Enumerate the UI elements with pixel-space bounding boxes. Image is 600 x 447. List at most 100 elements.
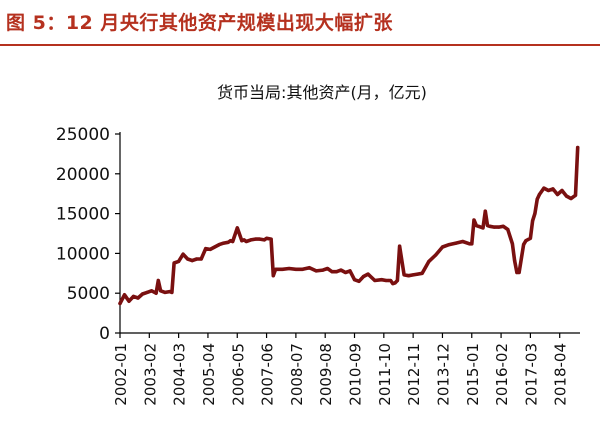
data-point [510,242,514,246]
y-tick-label: 20000 [56,165,110,185]
data-point [411,273,415,277]
data-point [156,278,160,283]
data-point [546,188,551,193]
data-point [395,278,399,283]
data-point [186,257,190,261]
y-tick-label: 5000 [67,284,110,304]
data-point [420,271,424,275]
series-line [118,145,580,306]
data-point [262,238,266,242]
data-point [393,281,397,285]
data-point [154,291,158,295]
data-point [560,188,564,193]
data-point [535,197,539,201]
data-point [140,292,145,296]
data-point [235,226,239,230]
x-tick-label: 2004-03 [171,343,189,406]
data-point [217,243,221,247]
data-point [542,186,546,190]
data-point [573,193,578,197]
y-tick-label: 25000 [56,125,110,145]
data-point [386,278,390,283]
data-point [334,270,339,274]
data-point [522,243,526,247]
data-point [506,227,510,232]
data-point [177,259,181,263]
data-point [531,219,535,223]
data-point [190,259,194,263]
title-rule [0,44,600,46]
data-point [181,252,185,256]
data-point [467,242,472,246]
series-points [118,145,580,306]
data-point [569,196,573,201]
data-point [226,240,230,244]
data-point [195,257,199,261]
data-point [136,296,140,300]
data-point [576,145,580,150]
data-point [564,194,569,198]
data-point [163,290,167,294]
data-point [398,244,402,248]
data-point [204,247,208,251]
data-point [145,290,149,294]
data-point [131,294,136,298]
data-point [242,238,246,242]
data-point [440,245,445,249]
data-point [244,239,248,244]
data-point [325,266,330,271]
data-point [434,253,438,257]
data-point [551,187,555,191]
data-point [294,267,298,271]
y-tick-label: 0 [99,324,110,344]
data-point [528,236,533,240]
data-point [497,225,501,229]
data-point [517,270,521,275]
x-tick-label: 2015-01 [464,343,482,406]
data-point [127,299,131,303]
data-point [170,290,174,294]
x-tick-label: 2010-09 [347,343,365,406]
x-tick-label: 2002-01 [112,343,130,406]
chart-title: 货币当局:其他资产(月，亿元) [217,83,427,102]
data-point [314,269,318,273]
data-point [321,268,325,272]
data-point [447,243,451,247]
data-point [118,301,122,306]
data-point [231,239,235,244]
data-point [352,278,357,282]
data-point [213,245,217,249]
data-point [172,261,176,265]
data-point [555,192,560,197]
data-point [416,272,420,276]
data-point [301,267,305,271]
data-point [222,241,226,245]
data-point [348,269,352,273]
data-point [470,242,474,246]
data-point [159,289,163,293]
data-point [330,270,334,274]
x-tick-label: 2018-04 [552,343,570,406]
data-point [373,278,377,283]
data-point [199,257,203,261]
x-tick-label: 2006-05 [229,343,247,406]
data-point [361,274,366,279]
data-point [208,247,212,251]
x-tick-label: 2005-04 [200,343,218,406]
data-point [515,270,519,275]
data-point [389,278,393,283]
data-point [476,224,481,228]
data-point [380,278,384,282]
data-point [307,266,311,270]
data-point [524,239,528,243]
data-point [265,236,269,240]
data-point [454,241,458,245]
data-point [427,259,431,263]
data-point [150,289,154,293]
data-point [343,270,348,275]
figure-title: 图 5：12 月央行其他资产规模出现大幅扩张 [6,12,393,34]
data-point [269,237,273,241]
data-point [287,266,291,271]
